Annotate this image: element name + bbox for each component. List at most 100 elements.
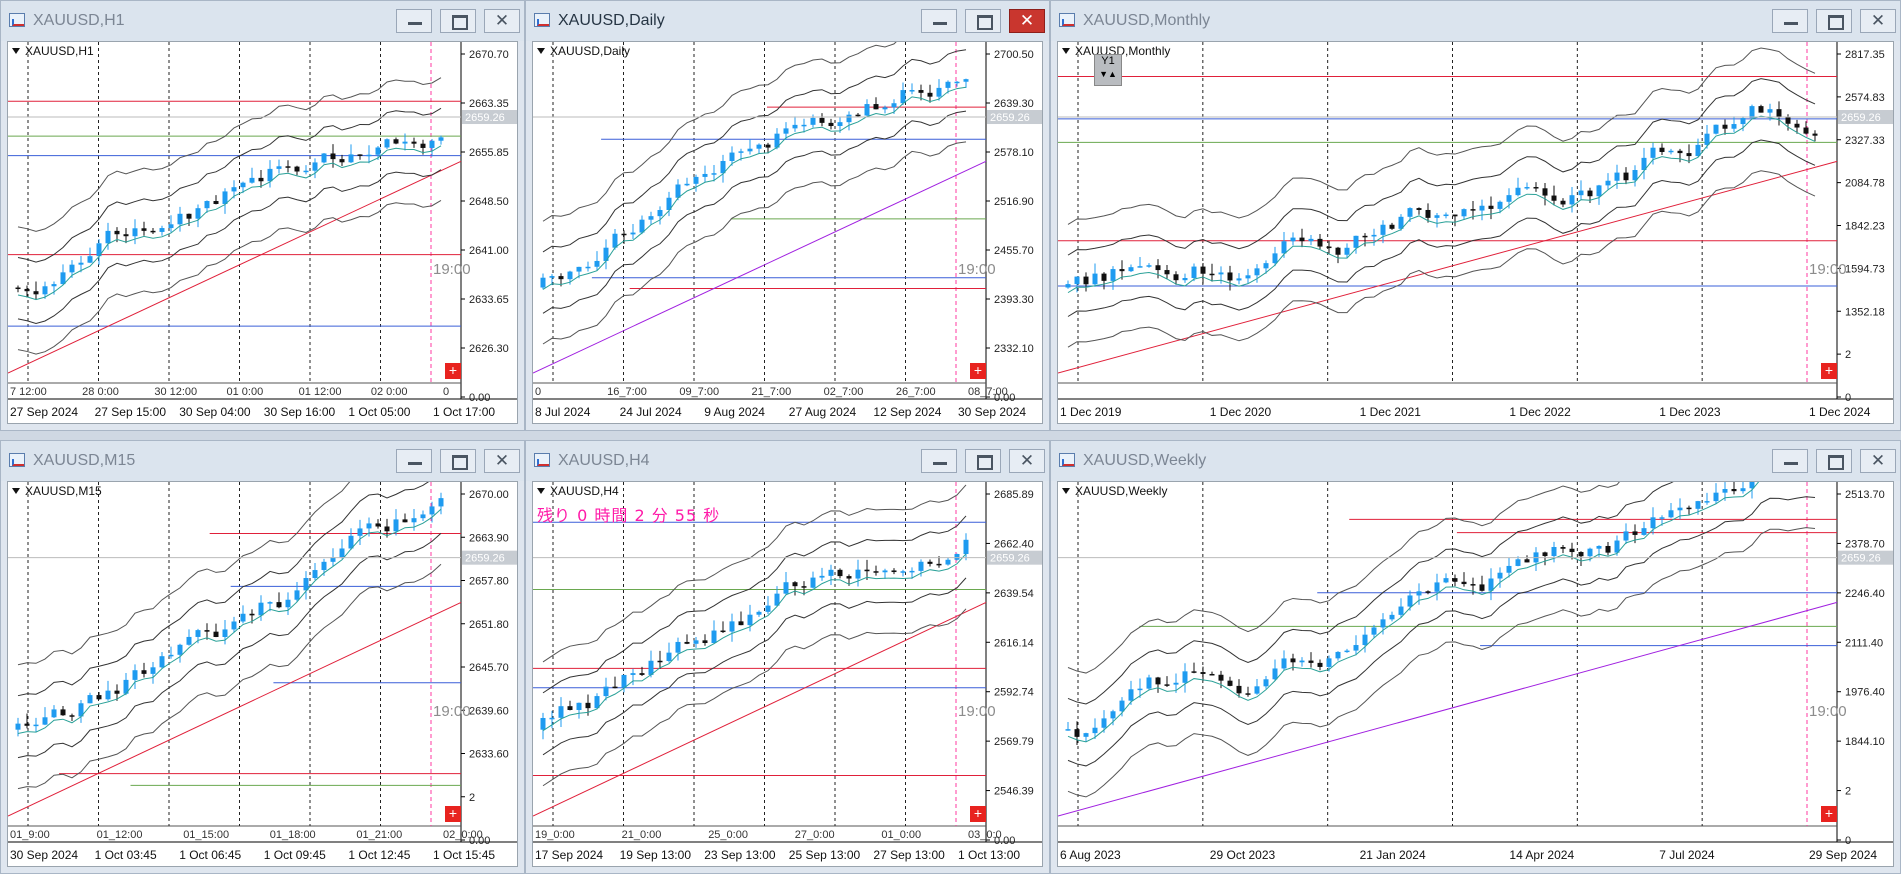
window-titlebar[interactable]: XAUUSD,Weekly (1051, 441, 1900, 481)
candle (648, 216, 654, 220)
bollinger-band-line (542, 577, 967, 756)
candle (567, 271, 573, 280)
price-axis-label: 2574.83 (1845, 92, 1885, 104)
candle (366, 154, 372, 157)
close-button[interactable] (1009, 449, 1045, 473)
time-axis-label: 1 Dec 2019 (1060, 405, 1122, 419)
close-button[interactable] (1860, 9, 1896, 33)
plus-icon[interactable]: + (445, 363, 461, 379)
candle (1605, 180, 1611, 186)
bollinger-band-line (17, 145, 442, 301)
chart-window-weekly[interactable]: XAUUSD,Weekly 2513.70 2378.70 2246.40 2111.… (1050, 440, 1901, 874)
candle (375, 523, 381, 527)
maximize-button[interactable] (1816, 9, 1852, 33)
candle (585, 266, 591, 269)
maximize-button[interactable] (440, 9, 476, 33)
candle (213, 631, 219, 637)
window-titlebar[interactable]: XAUUSD,Monthly (1051, 1, 1900, 41)
candle (936, 87, 942, 97)
candle (819, 575, 825, 578)
candle (321, 153, 327, 163)
minimize-button[interactable] (921, 449, 957, 473)
candle (312, 570, 318, 579)
chart-window-monthly[interactable]: XAUUSD,Monthly 2817.35 2574.83 2327.33 2084… (1050, 0, 1901, 431)
chart-window-h4[interactable]: XAUUSD,H4 2685.89 2662.40 2639.54 2616.14 25… (525, 440, 1050, 874)
candle (558, 706, 564, 718)
countdown-label: 19:00 (1809, 703, 1847, 720)
time-axis-label: 1 Oct 09:45 (264, 848, 326, 862)
chart-area[interactable]: 2513.70 2378.70 2246.40 2111.40 1976.40 1844.… (1057, 481, 1894, 867)
candle (1659, 517, 1665, 519)
candle (123, 234, 129, 237)
candle (1218, 272, 1224, 275)
candle (918, 90, 924, 93)
candle (819, 117, 825, 123)
candle (702, 173, 708, 177)
chart-window-m15[interactable]: XAUUSD,M15 2670.002663.902657.802651.802… (0, 440, 525, 874)
trend-line[interactable] (533, 160, 987, 374)
price-axis-label: 2569.79 (994, 736, 1034, 748)
candle (1614, 540, 1620, 553)
countdown-label: 19:00 (958, 261, 996, 278)
plus-icon[interactable]: + (970, 806, 986, 822)
candle (1245, 693, 1251, 695)
candle (1299, 237, 1305, 242)
plus-icon[interactable]: + (1821, 363, 1837, 379)
minimize-button[interactable] (1772, 9, 1808, 33)
plus-icon[interactable]: + (1821, 806, 1837, 822)
chart-area[interactable]: 2670.70 2663.35 2655.85 2648.50 2641.00 2633.… (7, 41, 518, 424)
minimize-button[interactable] (396, 9, 432, 33)
chart-symbol-label: XAUUSD,Weekly (1062, 484, 1167, 498)
candle (864, 569, 870, 572)
trend-line[interactable] (8, 160, 462, 374)
maximize-button[interactable] (965, 9, 1001, 33)
candle (1677, 150, 1683, 154)
close-button[interactable] (484, 9, 520, 33)
candle (1335, 247, 1341, 255)
price-axis-label: 0.00 (994, 392, 1015, 404)
candle (1281, 658, 1287, 669)
current-price-badge (1838, 550, 1893, 565)
window-titlebar[interactable]: XAUUSD,H4 (526, 441, 1049, 481)
close-button[interactable] (1860, 449, 1896, 473)
chart-window-daily[interactable]: XAUUSD,Daily 2700.50 2639.30 2578.10 2516.9… (525, 0, 1050, 431)
plus-icon[interactable]: + (445, 806, 461, 822)
bollinger-band-line (1067, 482, 1620, 674)
minimize-button[interactable] (396, 449, 432, 473)
candle (141, 670, 147, 674)
window-titlebar[interactable]: XAUUSD,H1 (1, 1, 524, 41)
candle (321, 561, 327, 571)
plus-icon[interactable]: + (970, 363, 986, 379)
candle (1605, 545, 1611, 553)
chart-area[interactable]: 2700.50 2639.30 2578.10 2516.90 2455.70 2393.… (532, 41, 1043, 424)
candle (927, 561, 933, 564)
close-button[interactable] (1009, 9, 1045, 33)
trend-line[interactable] (533, 601, 987, 817)
trend-line[interactable] (1058, 160, 1838, 374)
maximize-button[interactable] (965, 449, 1001, 473)
window-titlebar[interactable]: XAUUSD,M15 (1, 441, 524, 481)
close-button[interactable] (484, 449, 520, 473)
y1-scale-button[interactable]: Y1 ▼▲ (1094, 54, 1122, 86)
candle (438, 498, 444, 507)
candle (402, 141, 408, 144)
maximize-button[interactable] (440, 449, 476, 473)
candle (1263, 679, 1269, 687)
candle (1245, 275, 1251, 279)
candle (1731, 488, 1737, 492)
price-axis-label: 1842.23 (1845, 221, 1885, 233)
chart-window-h1[interactable]: XAUUSD,H1 2670.702663.352655.852648.5026… (0, 0, 525, 431)
maximize-button[interactable] (1816, 449, 1852, 473)
minimize-button[interactable] (921, 9, 957, 33)
arrow-down-up-icon: ▼▲ (1099, 69, 1117, 79)
price-axis-label: 2378.70 (1845, 538, 1885, 550)
window-titlebar[interactable]: XAUUSD,Daily (526, 1, 1049, 41)
bollinger-band-line (1067, 78, 1816, 256)
trend-line[interactable] (1058, 601, 1838, 817)
candle (900, 571, 906, 573)
chart-area[interactable]: 2670.00 2663.90 2657.80 2651.80 2645.70 2639.… (7, 481, 518, 867)
trend-line[interactable] (8, 601, 462, 817)
minimize-button[interactable] (1772, 449, 1808, 473)
chart-area[interactable]: 2685.89 2662.40 2639.54 2616.14 2592.74 2569.… (532, 481, 1043, 867)
chart-area[interactable]: 2817.35 2574.83 2327.33 2084.78 1842.23 1594.… (1057, 41, 1894, 424)
